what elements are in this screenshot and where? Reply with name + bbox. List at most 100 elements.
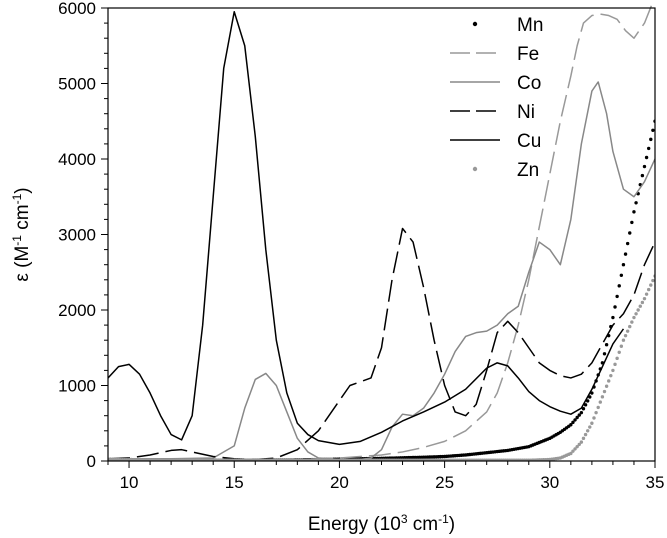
legend-label-cu: Cu [517, 131, 541, 152]
series-mn-point [632, 210, 636, 214]
legend-marker-mn [472, 21, 478, 27]
series-zn-point [594, 410, 598, 415]
series-zn-point [600, 395, 605, 399]
series-mn-point [625, 241, 630, 246]
series-mn-point [604, 343, 609, 347]
legend-item-cu: Cu [450, 131, 541, 152]
series-zn-point [579, 440, 584, 444]
series-mn-point [628, 231, 632, 235]
legend-item-mn: Mn [472, 15, 543, 36]
y-axis: 0 1000 2000 3000 4000 5000 6000 [58, 0, 108, 471]
series-zn-point [621, 338, 626, 342]
series-cu-line [108, 11, 625, 446]
series-zn-point [615, 356, 619, 361]
series-zn-point [611, 368, 615, 373]
legend-label-ni: Ni [517, 102, 535, 123]
legend-marker-zn [472, 166, 478, 172]
series-zn-point [646, 287, 651, 292]
x-tick-label: 30 [540, 473, 559, 492]
series-mn-point [630, 220, 634, 225]
legend-item-zn: Zn [472, 160, 539, 181]
legend-item-ni: Ni [450, 102, 535, 123]
series-zn-point [613, 362, 617, 367]
series-mn-point [623, 252, 628, 256]
series-mn-point [617, 284, 621, 288]
series-layer [108, 2, 655, 461]
series-zn-point [636, 308, 640, 312]
legend-label-co: Co [517, 73, 541, 94]
series-mn-point [577, 413, 581, 417]
x-tick-label: 15 [225, 473, 244, 492]
series-co-line [108, 81, 655, 461]
y-axis-title: ε (M-1 cm-1) [10, 187, 33, 281]
series-zn-point [617, 350, 621, 354]
series-zn-point [630, 320, 634, 324]
series-zn-point [604, 384, 609, 388]
series-mn-point [575, 415, 579, 420]
series-mn-point [621, 263, 626, 267]
series-zn-point [640, 300, 645, 305]
series-mn-point [611, 315, 615, 320]
y-tick-label: 1000 [58, 377, 96, 396]
series-zn-point [592, 416, 596, 420]
series-fe-line [108, 2, 654, 461]
series-zn-point [609, 373, 613, 378]
series-mn-point [642, 164, 647, 169]
x-tick-label: 10 [120, 473, 139, 492]
x-tick-label: 35 [646, 473, 665, 492]
series-mn-point [634, 201, 638, 205]
x-tick-label: 25 [435, 473, 454, 492]
series-mn-point [649, 137, 653, 142]
series-zn-point [569, 451, 573, 456]
series-zn-point [598, 400, 602, 404]
legend-item-co: Co [450, 73, 541, 94]
series-zn [108, 274, 655, 461]
series-mn-point [619, 273, 624, 277]
legend-item-fe: Fe [450, 44, 539, 65]
series-zn-point [632, 315, 636, 320]
series-zn-point [596, 405, 600, 410]
series-zn-point [577, 442, 581, 447]
series-mn-point [583, 403, 588, 407]
legend: Mn Fe Co Ni Cu Zn [450, 15, 543, 181]
legend-label-fe: Fe [517, 44, 539, 65]
series-zn-point [585, 429, 590, 433]
series-mn-point [585, 399, 590, 403]
series-mn-point [579, 410, 584, 415]
legend-label-mn: Mn [517, 15, 543, 36]
series-zn-point [575, 444, 579, 449]
series-zn-point [602, 389, 607, 394]
series-mn-point [581, 407, 586, 411]
series-mn-point [615, 294, 619, 299]
x-axis-title: Energy (103 cm-1) [308, 512, 455, 535]
series-mn-point [588, 395, 592, 399]
series-mn-point [651, 128, 655, 133]
y-tick-label: 2000 [58, 301, 96, 320]
series-zn-point [588, 425, 592, 429]
series-zn-point [571, 449, 575, 453]
series-mn-point [644, 155, 649, 160]
y-tick-label: 0 [87, 452, 96, 471]
series-mn-point [573, 418, 577, 422]
series-mn-point [646, 146, 651, 151]
x-tick-label: 20 [330, 473, 349, 492]
series-zn-point [634, 312, 638, 316]
series-zn-point [583, 432, 588, 437]
y-tick-label: 3000 [58, 226, 96, 245]
series-mn-point [571, 420, 575, 425]
series-zn-point [607, 379, 611, 383]
y-tick-label: 6000 [58, 0, 96, 18]
series-mn-point [613, 305, 617, 309]
series-zn-point [638, 304, 642, 308]
series-zn-point [581, 436, 586, 441]
series-mn-point [602, 352, 607, 356]
legend-label-zn: Zn [517, 160, 539, 181]
series-zn-point [651, 278, 655, 283]
x-axis: 10 15 20 25 30 35 [107, 461, 665, 492]
series-zn-point [644, 292, 649, 296]
series-zn-point [625, 329, 630, 333]
series-zn-point [590, 421, 594, 425]
series-zn-point [649, 283, 653, 287]
series-zn-point [573, 447, 577, 451]
